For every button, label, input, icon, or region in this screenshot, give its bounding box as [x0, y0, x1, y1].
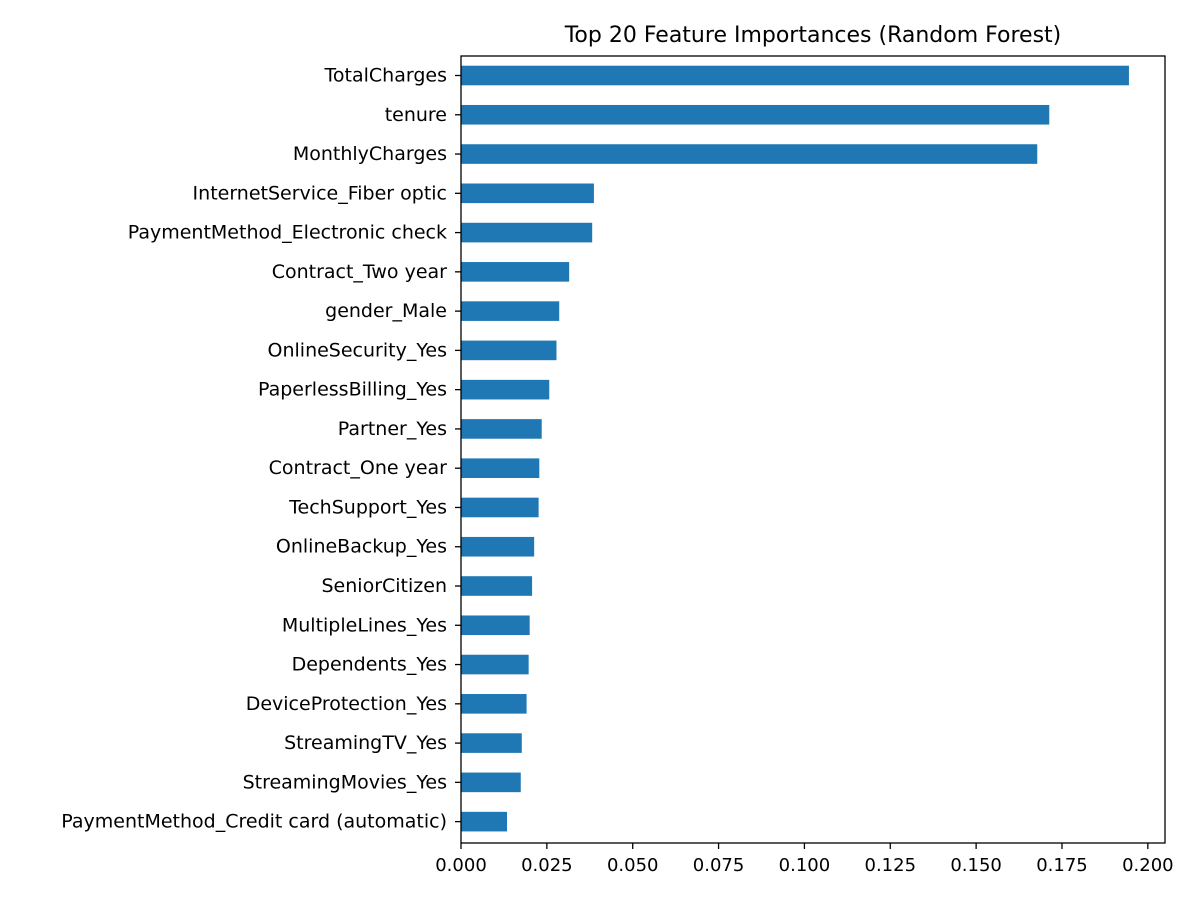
- bar-15: [461, 654, 529, 675]
- bar-3: [461, 183, 594, 204]
- bar-12: [461, 536, 535, 557]
- bars-group: [461, 65, 1129, 832]
- x-tick-label-1: 0.025: [521, 855, 573, 876]
- plot-area-frame: [460, 55, 1166, 844]
- chart-title: Top 20 Feature Importances (Random Fores…: [564, 23, 1062, 48]
- x-tick-label-0: 0.000: [435, 855, 487, 876]
- x-tick-label-2: 0.050: [607, 855, 659, 876]
- category-label-9: Partner_Yes: [338, 418, 447, 440]
- bar-18: [461, 772, 521, 793]
- bar-9: [461, 419, 542, 439]
- category-label-4: PaymentMethod_Electronic check: [128, 222, 447, 244]
- category-label-1: tenure: [385, 104, 447, 126]
- category-label-15: Dependents_Yes: [292, 654, 447, 676]
- x-tick-label-8: 0.200: [1122, 855, 1174, 876]
- bar-19: [461, 811, 508, 832]
- category-label-17: StreamingTV_Yes: [284, 732, 447, 754]
- category-label-19: PaymentMethod_Credit card (automatic): [61, 811, 447, 833]
- x-tick-label-5: 0.125: [865, 855, 917, 876]
- bar-14: [461, 615, 530, 636]
- category-label-8: PaperlessBilling_Yes: [258, 379, 447, 401]
- category-label-14: MultipleLines_Yes: [282, 614, 447, 636]
- bar-16: [461, 694, 527, 714]
- x-tick-label-7: 0.175: [1036, 855, 1088, 876]
- bar-13: [461, 576, 533, 596]
- category-label-16: DeviceProtection_Yes: [246, 693, 447, 715]
- bar-8: [461, 379, 550, 400]
- category-label-13: SeniorCitizen: [322, 575, 448, 597]
- category-label-3: InternetService_Fiber optic: [193, 182, 447, 204]
- bar-6: [461, 301, 560, 321]
- category-label-7: OnlineSecurity_Yes: [268, 339, 447, 361]
- bar-2: [461, 144, 1038, 164]
- category-label-12: OnlineBackup_Yes: [276, 536, 447, 558]
- bar-17: [461, 733, 522, 753]
- bar-11: [461, 497, 539, 518]
- category-label-10: Contract_One year: [269, 457, 448, 479]
- x-axis-ticks-group: 0.000 0.025 0.050 0.075 0.100 0.125 0.150 0.175…: [435, 843, 1174, 876]
- x-tick-label-3: 0.075: [693, 855, 745, 876]
- bar-4: [461, 222, 593, 243]
- bar-0: [461, 65, 1129, 86]
- bar-5: [461, 262, 570, 282]
- category-label-5: Contract_Two year: [272, 261, 447, 283]
- category-label-11: TechSupport_Yes: [288, 496, 447, 518]
- x-tick-label-4: 0.100: [779, 855, 831, 876]
- category-label-2: MonthlyCharges: [293, 143, 447, 165]
- category-label-0: TotalCharges: [324, 65, 447, 87]
- category-label-6: gender_Male: [325, 300, 447, 322]
- category-label-18: StreamingMovies_Yes: [243, 771, 447, 793]
- bar-7: [461, 340, 557, 361]
- x-tick-label-6: 0.150: [950, 855, 1002, 876]
- bar-1: [461, 104, 1050, 125]
- category-labels-group: TotalCharges tenure MonthlyCharges Internet…: [61, 65, 461, 833]
- bar-10: [461, 458, 540, 478]
